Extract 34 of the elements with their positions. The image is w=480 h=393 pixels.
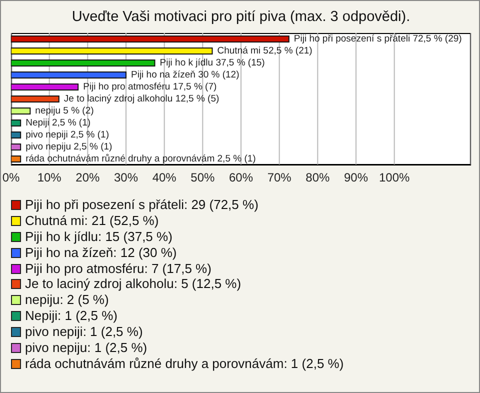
x-tick-label: 100% [378, 170, 410, 185]
legend-label: Piji ho při posezení s přáteli: 29 (72,5 %) [25, 197, 258, 213]
legend-label: Je to laciný zdroj alkoholu: 5 (12,5 %) [25, 276, 242, 292]
data-label: Piji ho k jídlu 37,5 % (15) [160, 58, 265, 68]
x-tick-label: 60% [228, 170, 254, 185]
data-label: nepiju 5 % (2) [35, 106, 94, 116]
legend-label: pivo nepiju: 1 (2,5 %) [25, 340, 148, 356]
x-tick-label: 40% [152, 170, 177, 185]
x-tick-label: 20% [76, 170, 100, 185]
legend-label: Piji ho k jídlu: 15 (37,5 %) [25, 228, 172, 245]
legend-label: pivo nepiji: 1 (2,5 %) [25, 324, 143, 340]
x-tick-label: 50% [190, 170, 215, 185]
chart-title: Uveďte Vaši motivaci pro pití piva (max. 3 odpovědi). [70, 9, 412, 25]
data-label: Piji ho na žízeň 30 % (12) [131, 70, 240, 80]
legend-label: nepiju: 2 (5 %) [25, 292, 109, 308]
data-label: pivo nepiji 2,5 % (1) [26, 130, 110, 140]
legend-label: Piji ho na žízeň: 12 (30 %) [25, 244, 177, 261]
x-tick-label: 0% [2, 170, 20, 185]
data-label: pivo nepiju 2,5 % (1) [26, 142, 112, 152]
legend-label: Piji ho pro atmosféru: 7 (17,5 %) [25, 260, 212, 276]
x-tick-label: 30% [114, 170, 138, 185]
data-label: ráda ochutnávám různé druhy a porovnávám 2,5 % (1) [26, 154, 256, 164]
x-tick-label: 80% [306, 170, 330, 185]
data-label: Chutná mi 52,5 % (21) [217, 46, 312, 56]
data-label: Piji ho pro atmosféru 17,5 % (7) [83, 82, 217, 92]
x-tick-label: 10% [37, 170, 62, 185]
data-label: Je to laciný zdroj alkoholu 12,5 % (5) [64, 94, 220, 104]
data-label: Piji ho při posezení s přáteli 72,5 % (29) [294, 34, 462, 44]
legend-label: Chutná mi: 21 (52,5 %) [25, 212, 159, 229]
legend-label: Nepiji: 1 (2,5 %) [25, 308, 118, 324]
legend-label: ráda ochutnávám různé druhy a porovnávám: 1 (2,5 %) [25, 356, 344, 372]
data-label: Nepiji 2,5 % (1) [26, 118, 91, 128]
x-tick-label: 90% [344, 170, 368, 185]
x-tick-label: 70% [267, 170, 292, 185]
